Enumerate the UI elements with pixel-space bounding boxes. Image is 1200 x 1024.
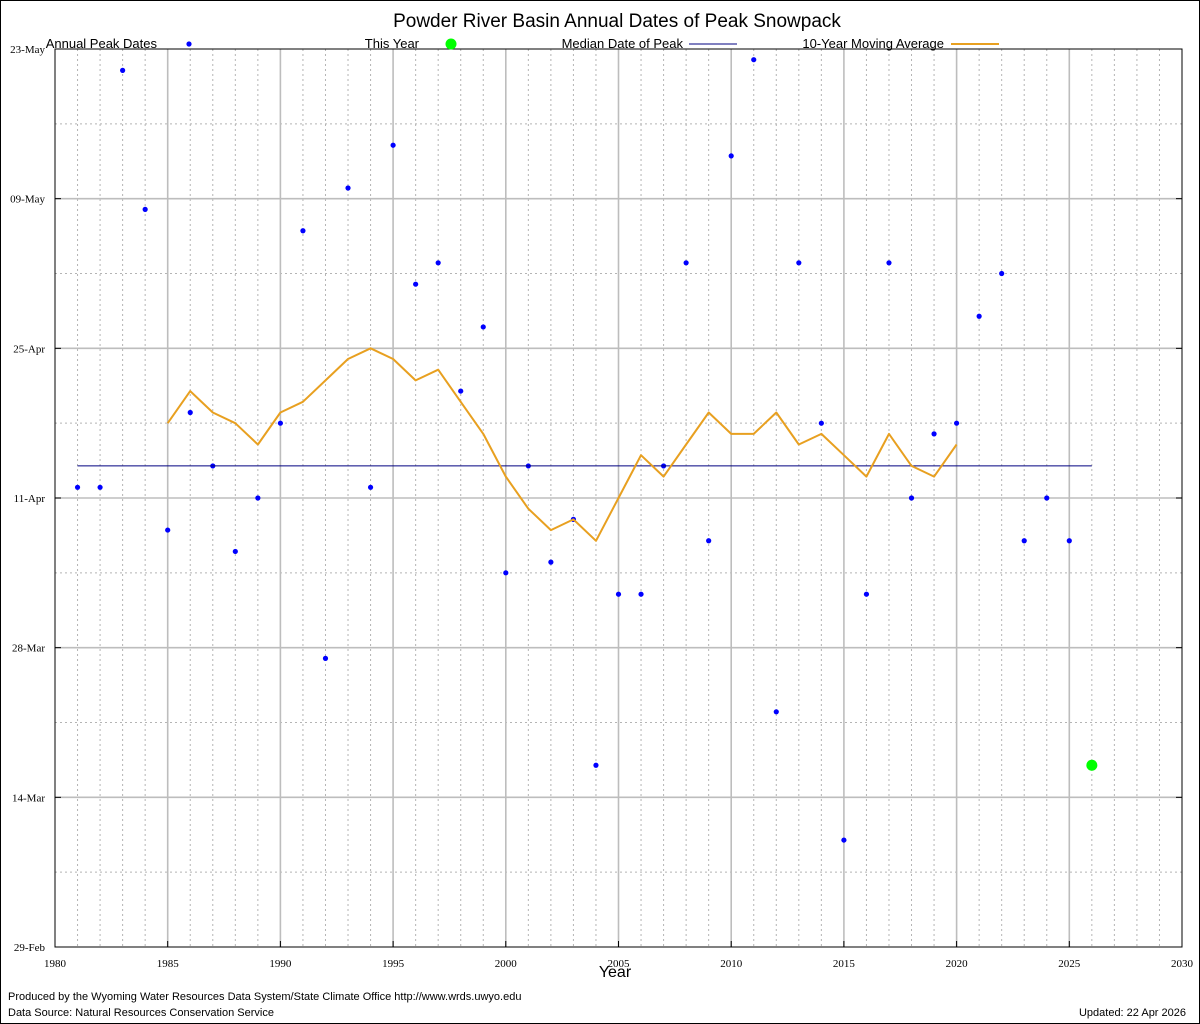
annual-peak-point [706,538,712,544]
annual-peak-point [458,388,464,394]
legend-label: Median Date of Peak [562,36,684,51]
annual-peak-point [615,591,622,597]
x-tick-label: 2025 [1058,958,1081,970]
x-tick-label: 2005 [608,958,631,970]
y-tick-label: 11-Apr [14,493,46,505]
annual-peak-point [976,313,982,319]
annual-peak-point [165,527,171,533]
annual-peak-point [931,431,937,437]
y-tick-label: 28-Mar [12,643,45,655]
annual-peak-point [751,57,757,63]
y-tick-label: 29-Feb [14,942,46,954]
legend: Annual Peak Dates This Year Median Date of… [46,36,999,51]
series-layer [74,57,1098,843]
annual-peak-point [232,548,238,555]
annual-peak-point [187,409,193,416]
chart-title: Powder River Basin Annual Dates of Peak … [393,11,841,32]
footer-produced-by: Produced by the Wyoming Water Resources … [8,991,522,1003]
annual-peak-point [435,260,441,266]
annual-peak-point [74,484,81,490]
annual-peak-point [277,420,283,426]
annual-peak-point [841,837,847,843]
annual-peak-point [999,270,1005,277]
annual-peak-point [796,260,802,266]
annual-peak-point [97,484,103,490]
10-year-moving-average-line [166,347,958,542]
annual-peak-point [728,153,734,159]
footer-updated: Updated: 22 Apr 2026 [1078,1007,1186,1019]
annual-peak-point [480,324,486,330]
annual-peak-point [1044,495,1050,501]
y-tick-label: 14-Mar [12,792,45,804]
y-tick-label: 25-Apr [13,343,45,355]
annual-peak-point [773,709,779,715]
annual-peak-point [1066,538,1072,544]
x-tick-label: 1980 [44,958,67,970]
annual-peak-point [954,420,960,426]
annual-peak-point [255,495,261,501]
legend-label: Annual Peak Dates [46,36,158,51]
annual-peak-point [120,67,126,73]
grid-layer [55,49,1182,947]
legend-label: This Year [365,36,420,51]
annual-peak-point [593,762,599,768]
annual-peak-point [683,260,689,266]
this-year-point [1086,759,1098,771]
y-tick-label: 23-May [10,44,45,56]
annual-peak-point [322,655,329,661]
annual-peak-point [863,591,870,597]
x-tick-label: 2020 [946,958,969,970]
annual-peak-point [908,495,915,501]
annual-peak-point [413,281,419,287]
legend-label: 10-Year Moving Average [802,36,944,51]
annual-peak-point [345,185,351,191]
footer-data-source: Data Source: Natural Resources Conservat… [8,1007,274,1019]
x-tick-label: 1990 [269,958,292,970]
annual-peak-point [142,206,148,212]
annual-peak-point [300,228,306,234]
annual-peak-point [390,142,396,148]
x-tick-label: 2015 [833,958,856,970]
x-axis-label: Year [599,964,632,981]
x-tick-label: 1985 [157,958,180,970]
x-tick-label: 2010 [720,958,743,970]
axes-layer: 1980 1985 1990 1995 2000 2005 2010 2015 2020 2025… [10,44,1193,970]
annual-peak-point [367,484,374,490]
x-tick-label: 2030 [1171,958,1194,970]
legend-marker [186,41,192,47]
annual-peak-point [638,591,644,597]
annual-peak-point [548,559,554,565]
legend-marker [445,38,457,50]
annual-peak-point [818,420,824,426]
annual-peak-point [886,260,892,266]
x-tick-label: 1995 [382,958,405,970]
annual-peak-point [1021,538,1027,544]
y-tick-label: 09-May [10,194,45,206]
plot-area-border [54,48,1183,948]
annual-peak-point [503,570,509,576]
x-tick-label: 2000 [495,958,518,970]
